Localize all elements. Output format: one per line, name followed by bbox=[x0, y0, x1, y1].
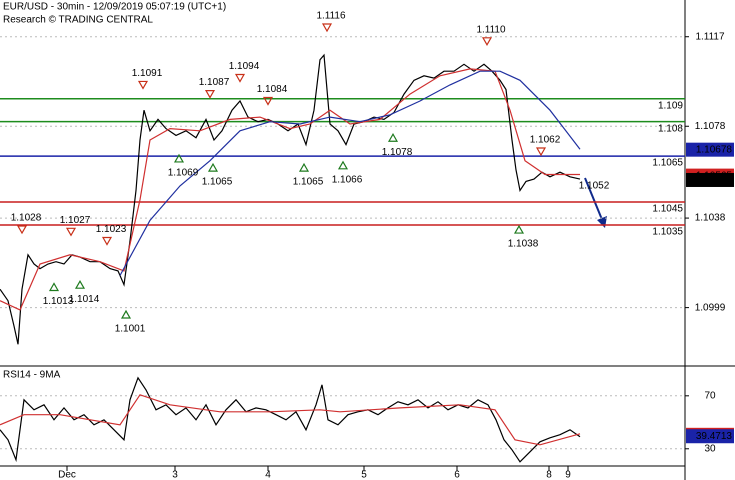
annotation-label: 1.1028 bbox=[11, 213, 42, 224]
price-tag-label: 1.10678 bbox=[696, 144, 733, 155]
annotation-label: 1.1094 bbox=[229, 61, 260, 72]
high-marker bbox=[204, 89, 216, 99]
annotation-label: 1.1065 bbox=[202, 177, 233, 188]
annotation-label: 1.1078 bbox=[382, 147, 413, 158]
annotation-label: 1.1087 bbox=[199, 77, 230, 88]
annotation-label: 1.1013 bbox=[43, 296, 74, 307]
low-marker bbox=[207, 162, 219, 172]
chart-title: EUR/USD - 30min - 12/09/2019 05:07:19 (U… bbox=[3, 2, 226, 13]
low-marker bbox=[337, 160, 349, 170]
low-marker bbox=[173, 153, 185, 163]
rsi-title: RSI14 - 9MA bbox=[3, 370, 61, 381]
level-label: 1.109 bbox=[658, 100, 683, 111]
high-marker bbox=[481, 37, 493, 47]
x-tick-label: Dec bbox=[58, 470, 76, 480]
high-marker bbox=[234, 73, 246, 83]
annotation-label: 1.1066 bbox=[332, 174, 363, 185]
annotation-label: 1.1038 bbox=[508, 239, 539, 250]
low-marker bbox=[120, 309, 132, 319]
level-label: 1.1045 bbox=[652, 204, 683, 215]
level-label: 1.1065 bbox=[652, 158, 683, 169]
x-tick-label: 4 bbox=[265, 470, 271, 480]
high-marker bbox=[535, 147, 547, 157]
annotation-label: 1.1027 bbox=[60, 215, 91, 226]
y-tick-label: 1.1117 bbox=[695, 31, 725, 42]
high-marker bbox=[65, 227, 77, 237]
low-marker bbox=[298, 162, 310, 172]
annotation-label: 1.1110 bbox=[476, 24, 506, 35]
high-marker bbox=[262, 96, 274, 106]
price-tag bbox=[686, 142, 734, 157]
price-tag-label: 39.4713 bbox=[696, 431, 733, 442]
high-marker bbox=[321, 23, 333, 33]
level-label: 1.1035 bbox=[652, 227, 683, 238]
annotation-label: 1.1023 bbox=[96, 224, 127, 235]
x-tick-label: 8 bbox=[546, 470, 552, 480]
price-tag bbox=[686, 172, 734, 187]
high-marker bbox=[137, 80, 149, 90]
annotation-label: 1.1014 bbox=[69, 294, 100, 305]
y-tick-label: 1.1038 bbox=[695, 213, 726, 224]
annotation-label: 1.1069 bbox=[168, 168, 199, 179]
series-line bbox=[0, 376, 581, 463]
price-tag bbox=[686, 429, 734, 444]
low-marker bbox=[74, 279, 86, 289]
series-line bbox=[0, 394, 581, 446]
high-marker bbox=[16, 225, 28, 235]
low-marker bbox=[513, 224, 525, 234]
x-tick-label: 6 bbox=[454, 470, 460, 480]
x-tick-label: 3 bbox=[172, 470, 178, 480]
annotation-label: 1.1065 bbox=[293, 177, 324, 188]
annotation-label: 1.1084 bbox=[257, 84, 288, 95]
price-tag-label: 1.10546 bbox=[696, 175, 733, 186]
level-label: 1.108 bbox=[658, 123, 683, 134]
annotation-label: 1.1001 bbox=[115, 324, 146, 335]
y-tick-label: 70 bbox=[704, 390, 716, 401]
annotation-label: 1.1062 bbox=[530, 135, 561, 146]
y-tick-label: 1.1078 bbox=[695, 121, 726, 132]
forecast-arrow bbox=[584, 177, 604, 223]
y-tick-label: 30 bbox=[704, 443, 716, 454]
low-marker bbox=[387, 133, 399, 142]
low-marker bbox=[48, 282, 60, 292]
y-tick-label: 1.0999 bbox=[695, 302, 726, 313]
x-tick-label: 9 bbox=[565, 470, 571, 480]
series-line bbox=[119, 70, 581, 276]
high-marker bbox=[101, 236, 113, 246]
annotation-label: 1.1116 bbox=[316, 11, 346, 22]
annotation-label: 1.1052 bbox=[579, 181, 610, 192]
annotation-label: 1.1091 bbox=[132, 68, 163, 79]
chart-subtitle: Research © TRADING CENTRAL bbox=[3, 15, 153, 26]
x-tick-label: 5 bbox=[361, 470, 367, 480]
